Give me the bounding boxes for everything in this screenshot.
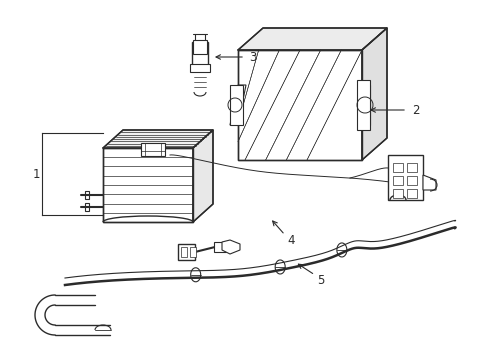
Polygon shape (392, 163, 402, 172)
Polygon shape (85, 203, 89, 211)
Text: 4: 4 (286, 234, 294, 247)
Polygon shape (214, 242, 225, 252)
Polygon shape (190, 247, 196, 257)
Polygon shape (193, 130, 213, 222)
Polygon shape (229, 85, 245, 125)
Polygon shape (222, 240, 240, 254)
Polygon shape (178, 244, 195, 260)
Polygon shape (229, 85, 243, 125)
Polygon shape (103, 130, 213, 148)
Polygon shape (141, 143, 164, 156)
Polygon shape (192, 42, 207, 70)
Polygon shape (356, 80, 369, 130)
Polygon shape (238, 50, 361, 160)
Text: 2: 2 (411, 104, 419, 117)
Polygon shape (361, 28, 386, 160)
Text: 5: 5 (316, 274, 324, 287)
Polygon shape (406, 163, 416, 172)
Polygon shape (190, 64, 209, 72)
Polygon shape (392, 189, 402, 198)
Polygon shape (387, 155, 422, 200)
Text: 1: 1 (32, 167, 40, 180)
Polygon shape (406, 189, 416, 198)
Polygon shape (193, 40, 206, 54)
Polygon shape (238, 28, 386, 50)
Text: 3: 3 (248, 50, 256, 63)
Polygon shape (392, 176, 402, 185)
Polygon shape (103, 148, 193, 222)
Polygon shape (406, 176, 416, 185)
Polygon shape (85, 191, 89, 199)
Polygon shape (422, 175, 435, 190)
Polygon shape (361, 85, 369, 125)
Polygon shape (181, 247, 186, 257)
